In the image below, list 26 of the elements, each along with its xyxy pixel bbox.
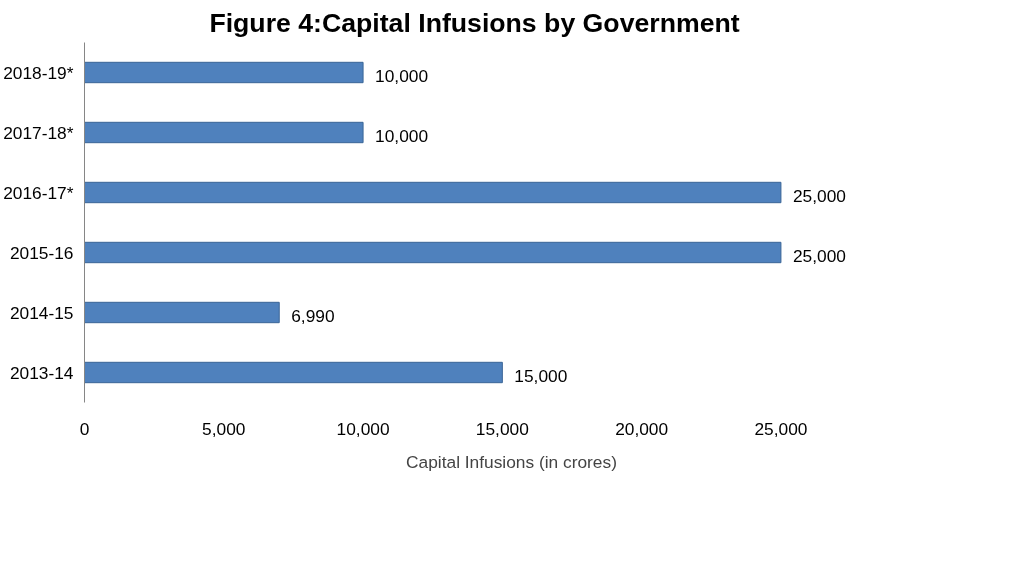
- y-tick-label: 2015-16: [9, 242, 74, 263]
- chart-title: Figure 4:Capital Infusions by Government: [209, 7, 740, 38]
- x-tick-label: 5,000: [202, 418, 246, 439]
- bar: [84, 301, 280, 324]
- x-tick-label: 10,000: [336, 418, 390, 439]
- bar: [84, 121, 364, 144]
- x-tick-label: 15,000: [475, 418, 529, 439]
- bar: [84, 61, 364, 84]
- data-label: 25,000: [792, 185, 846, 206]
- x-tick-label: 20,000: [615, 418, 669, 439]
- x-tick-label: 25,000: [754, 418, 808, 439]
- y-tick-label: 2014-15: [9, 302, 74, 323]
- y-tick-label: 2016-17*: [3, 182, 74, 203]
- data-label: 10,000: [375, 125, 429, 146]
- data-label: 10,000: [375, 65, 429, 86]
- bar: [84, 241, 782, 264]
- data-label: 15,000: [514, 365, 568, 386]
- bar: [84, 361, 503, 384]
- y-tick-label: 2018-19*: [3, 62, 74, 83]
- bar: [84, 181, 782, 204]
- x-tick-label: 0: [79, 418, 90, 439]
- data-label: 6,990: [291, 305, 335, 326]
- y-tick-label: 2017-18*: [3, 122, 74, 143]
- data-label: 25,000: [792, 245, 846, 266]
- y-tick-label: 2013-14: [9, 362, 74, 383]
- text: Capital Infusions (in crores): [406, 451, 617, 473]
